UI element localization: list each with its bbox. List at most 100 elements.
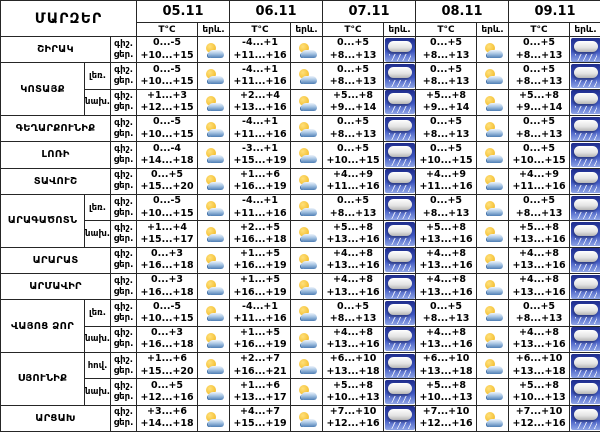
sun-cloud-icon [203, 122, 225, 138]
temp-cell: 0...+5 +8...+13 [322, 35, 385, 64]
day-temp: +8...+13 [329, 312, 377, 324]
temp-cell: 0...+5 +12...+16 [136, 378, 199, 406]
temp-cell: -4...+1 +11...+16 [229, 62, 292, 90]
phenomenon-cell [383, 114, 417, 143]
sun-cloud-icon [203, 253, 225, 269]
rain-cloud-icon [384, 142, 415, 167]
temp-cell: +5...+8 +13...+16 [322, 220, 385, 248]
rain-cloud-icon [570, 37, 600, 62]
phenomenon-cell [290, 62, 324, 90]
temp-cell: +7...+10 +12...+16 [415, 404, 478, 432]
sun-cloud-icon [296, 227, 318, 243]
phenomenon-cell [569, 325, 600, 353]
phenomenon-cell [290, 351, 324, 380]
night-temp: +1...+5 [240, 247, 281, 259]
night-temp: +5...+8 [426, 89, 467, 101]
temp-cell: +1...+4 +15...+17 [136, 220, 199, 248]
day-temp: +13...+16 [512, 286, 566, 298]
night-temp: -4...+1 [242, 195, 278, 207]
sun-cloud-icon [482, 227, 504, 243]
night-label: գիշ. [114, 407, 133, 418]
day-temp: +8...+13 [515, 49, 563, 61]
night-temp: +5...+8 [333, 379, 374, 391]
night-temp: 0...+3 [151, 326, 184, 338]
sun-cloud-icon [296, 122, 318, 138]
zone-label: նախ. [84, 220, 111, 248]
night-label: գիշ. [114, 91, 133, 102]
temp-cell: -4...+1 +11...+16 [229, 193, 292, 222]
rain-cloud-icon [384, 300, 415, 325]
day-temp: +13...+16 [512, 339, 566, 351]
sun-cloud-icon [296, 148, 318, 164]
phenomenon-cell [476, 272, 510, 301]
temp-cell: 0...+3 +16...+18 [136, 246, 199, 274]
day-label: ցեր. [113, 128, 134, 139]
day-temp: +16...+18 [140, 286, 194, 298]
temp-cell: +5...+8 +10...+13 [322, 378, 385, 406]
temp-cell: 0...+5 +8...+13 [508, 114, 571, 143]
day-temp: +10...+15 [140, 128, 194, 140]
phenomenon-cell [197, 35, 231, 64]
night-temp: 0...+5 [523, 300, 556, 312]
rain-cloud-icon [570, 63, 600, 88]
night-label: գիշ. [114, 222, 133, 233]
night-temp: +2...+5 [240, 221, 281, 233]
phenomenon-cell [569, 114, 600, 143]
temp-cell: +4...+8 +13...+16 [322, 325, 385, 353]
phenomenon-cell [383, 167, 417, 195]
header-row-dates: ՄԱՐԶԵՐ 05.11 06.11 07.11 08.11 09.11 [0, 0, 600, 37]
sun-cloud-icon [296, 253, 318, 269]
temp-cell: +5...+8 +10...+13 [508, 378, 571, 406]
temp-cell: +4...+9 +11...+16 [322, 167, 385, 195]
zone-label: նախ. [84, 88, 111, 116]
temp-cell: 0...+5 +10...+15 [508, 141, 571, 169]
rain-cloud-icon [384, 274, 415, 299]
phenomenon-cell [569, 299, 600, 327]
sun-cloud-icon [296, 95, 318, 111]
sun-cloud-icon [482, 174, 504, 190]
phenomenon-cell [290, 272, 324, 301]
region-name: ԳԵՂԱՐՔՈՒՆԻՔ [0, 114, 111, 143]
phenomenon-cell [290, 299, 324, 327]
night-temp: 0...-5 [153, 195, 182, 207]
sun-cloud-icon [203, 148, 225, 164]
night-temp: +1...+6 [147, 353, 188, 365]
sun-cloud-icon [203, 332, 225, 348]
day-temp: +8...+13 [422, 75, 470, 87]
phenomenon-cell [569, 351, 600, 380]
day-temp: +12...+15 [140, 102, 194, 114]
sun-cloud-icon [482, 385, 504, 401]
sun-cloud-icon [296, 69, 318, 85]
temp-cell: +2...+7 +16...+21 [229, 351, 292, 380]
temp-cell: 0...+5 +15...+20 [136, 167, 199, 195]
night-temp: 0...+5 [523, 195, 556, 207]
day-temp: +8...+13 [422, 128, 470, 140]
day-temp: +13...+18 [326, 365, 380, 377]
night-temp: +5...+8 [333, 89, 374, 101]
day-temp: +10...+13 [512, 391, 566, 403]
phenomenon-cell [290, 141, 324, 169]
region-name: ԱՐՄԱՎԻՐ [0, 272, 111, 301]
temp-cell: +5...+8 +13...+16 [508, 220, 571, 248]
temp-cell: 0...+5 +8...+13 [322, 62, 385, 90]
region-name: ՍՅՈՒՆԻՔ [0, 351, 85, 406]
day-temp: +16...+18 [233, 233, 287, 245]
night-temp: +5...+8 [519, 89, 560, 101]
date-header: 07.11 [322, 0, 417, 23]
night-temp: 0...-5 [153, 300, 182, 312]
rain-cloud-icon [384, 221, 415, 246]
phenomenon-cell [476, 246, 510, 274]
phenomenon-col-header: երև. [383, 22, 417, 37]
night-temp: +2...+4 [240, 89, 281, 101]
night-temp: 0...+5 [523, 63, 556, 75]
temp-cell: 0...+5 +8...+13 [415, 35, 478, 64]
rain-cloud-icon [384, 169, 415, 194]
day-temp: +13...+16 [419, 233, 473, 245]
temp-cell: 0...+5 +8...+13 [508, 35, 571, 64]
day-temp: +13...+16 [512, 233, 566, 245]
day-temp: +8...+13 [422, 49, 470, 61]
temp-cell: +5...+8 +9...+14 [415, 88, 478, 116]
region-name: ՏԱՎՈՒՇ [0, 167, 111, 195]
temp-cell: 0...-5 +10...+15 [136, 114, 199, 143]
night-temp: 0...+5 [430, 195, 463, 207]
